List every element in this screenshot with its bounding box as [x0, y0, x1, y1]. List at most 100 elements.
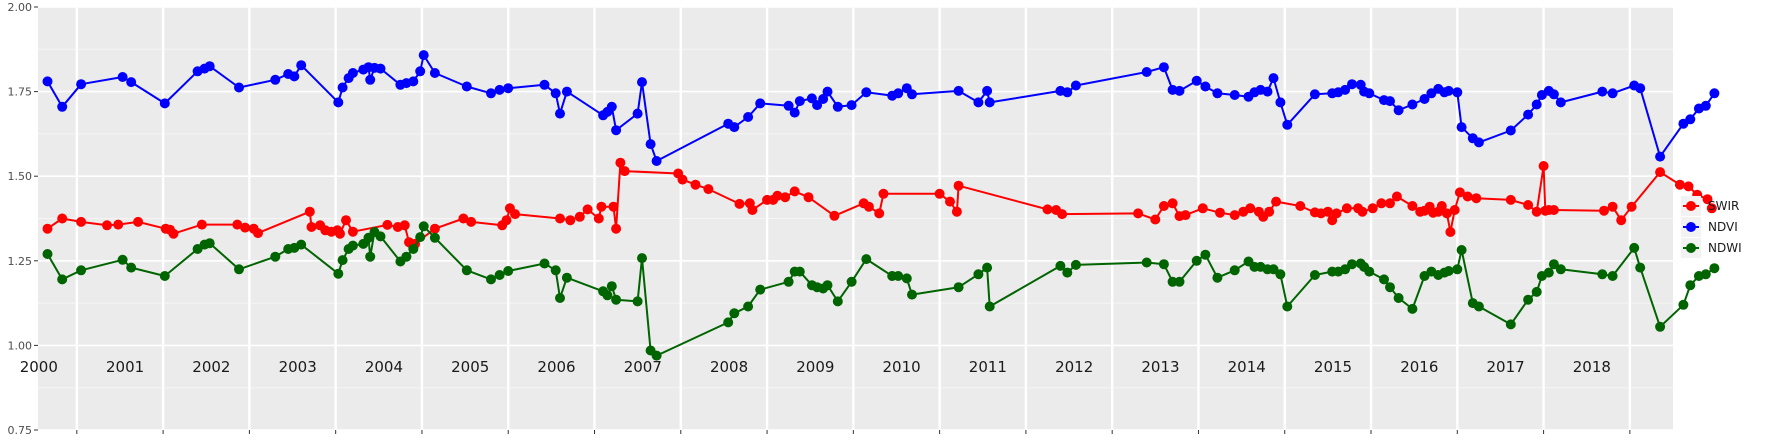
ndvi-point: [789, 107, 800, 118]
swir-point: [1133, 208, 1144, 219]
ndwi-point: [1364, 266, 1375, 277]
ndwi-point: [637, 253, 647, 264]
ndwi-point: [606, 281, 617, 292]
ndvi-point: [984, 97, 995, 108]
ndwi-point: [1655, 321, 1666, 332]
y-tick-label: 1.50: [8, 170, 33, 183]
ndwi-point: [1635, 262, 1646, 273]
swir-point: [1391, 191, 1402, 202]
legend-swir-marker: [1686, 201, 1696, 211]
y-tick-label: 2.00: [8, 1, 33, 14]
swir-point: [1150, 214, 1161, 225]
ndvi-point: [76, 79, 87, 90]
swir-point: [1245, 203, 1256, 214]
swir-point: [1683, 181, 1694, 192]
ndwi-point: [1158, 259, 1169, 270]
swir-point: [1295, 201, 1306, 211]
ndwi-point: [1543, 267, 1554, 278]
ndwi-point: [1191, 255, 1202, 266]
ndwi-point: [1167, 276, 1178, 287]
ndvi-point: [973, 97, 984, 108]
ndwi-point: [117, 254, 128, 265]
ndwi-point: [846, 276, 857, 287]
ndwi-point: [204, 238, 215, 249]
ndvi-point: [126, 77, 137, 88]
legend-ndwi-label: NDWI: [1708, 241, 1742, 255]
swir-point: [1445, 227, 1456, 237]
swir-point: [1706, 203, 1717, 214]
swir-point: [57, 213, 68, 224]
swir-point: [1471, 193, 1482, 204]
ndvi-point: [1473, 137, 1484, 148]
ndvi-point: [1407, 99, 1418, 110]
ndvi-point: [375, 63, 386, 74]
year-label: 2011: [969, 358, 1007, 376]
ndwi-point: [907, 289, 917, 300]
ndwi-point: [822, 280, 833, 291]
ndwi-point: [1309, 270, 1320, 280]
ndwi-point: [401, 251, 412, 262]
swir-point: [466, 216, 477, 227]
ndvi-point: [846, 100, 857, 111]
ndwi-point: [1678, 299, 1689, 310]
series-ndwi: [42, 221, 1720, 361]
swir-point: [113, 219, 124, 230]
ndvi-point: [1275, 97, 1286, 108]
ndvi-point: [606, 101, 617, 112]
ndvi-point: [611, 125, 622, 136]
ndvi-point: [550, 88, 561, 99]
ndwi-point: [1347, 259, 1357, 270]
ndwi-point: [1379, 274, 1389, 285]
swir-point: [341, 215, 351, 226]
ndwi-point: [57, 274, 68, 285]
year-label: 2007: [624, 358, 662, 376]
legend-swir-label: SWIR: [1708, 199, 1739, 213]
ndvi-point: [408, 76, 419, 87]
ndvi-point: [503, 83, 514, 94]
ndwi-point: [418, 221, 429, 232]
swir-point: [168, 228, 179, 239]
ndwi-point: [1443, 266, 1454, 276]
swir-point: [615, 157, 626, 168]
ndwi-point: [126, 262, 137, 273]
ndwi-point: [611, 294, 622, 305]
ndwi-point: [555, 293, 565, 303]
ndvi-point: [1505, 125, 1516, 136]
swir-point: [1616, 215, 1627, 226]
swir-point: [1531, 206, 1542, 217]
year-label: 2003: [279, 358, 317, 376]
swir-point: [1271, 196, 1282, 207]
swir-point: [593, 213, 604, 224]
year-label: 2009: [796, 358, 834, 376]
swir-point: [42, 223, 53, 234]
swir-point: [934, 188, 945, 199]
ndvi-point: [1158, 62, 1169, 73]
ndvi-point: [1340, 84, 1351, 95]
ndvi-point: [645, 139, 656, 150]
ndwi-point: [729, 308, 740, 319]
ndwi-point: [415, 232, 426, 243]
ndvi-point: [415, 66, 426, 77]
year-label: 2001: [106, 358, 144, 376]
swir-point: [1180, 210, 1191, 221]
y-axis: 0.75 1.00 1.25 1.50 1.75 2.00: [8, 1, 38, 437]
ndwi-point: [1407, 303, 1418, 314]
ndvi-point: [1555, 97, 1566, 108]
swir-point: [1057, 209, 1068, 220]
legend-ndvi-marker: [1686, 222, 1696, 232]
year-label: 2000: [20, 358, 58, 376]
ndwi-point: [1473, 301, 1484, 312]
ndwi-point: [270, 251, 281, 262]
legend: SWIR NDVI NDWI: [1681, 196, 1742, 258]
swir-point: [133, 216, 144, 227]
swir-point: [1407, 201, 1418, 211]
swir-point: [596, 201, 607, 212]
ndwi-point: [503, 266, 514, 276]
ndwi-point: [1062, 267, 1073, 278]
swir-point: [747, 205, 758, 215]
ndvi-point: [347, 68, 358, 78]
ndvi-point: [117, 72, 128, 82]
ndwi-point: [561, 272, 572, 283]
swir-point: [1462, 191, 1473, 202]
